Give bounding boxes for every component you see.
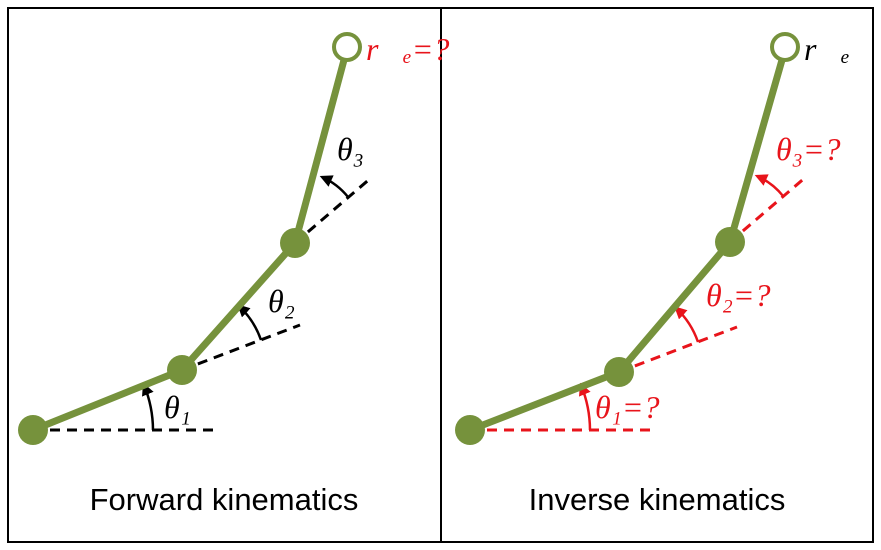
- angle-arc: [579, 382, 592, 431]
- joint: [455, 415, 485, 445]
- reference-line: [181, 323, 301, 372]
- end-effector-label: r⃗ₑ=?: [366, 31, 449, 67]
- reference-line: [618, 325, 738, 374]
- joint: [18, 415, 48, 445]
- joint-label: θ₁: [164, 389, 191, 425]
- joint-label: θ₂=?: [706, 277, 770, 313]
- angle-arc: [754, 174, 784, 197]
- caption: Inverse kinematics: [529, 482, 786, 517]
- arm-link: [466, 56, 786, 434]
- joint-label: θ₃: [337, 131, 364, 167]
- joint: [604, 357, 634, 387]
- joint-label: θ₃=?: [776, 131, 840, 167]
- joint-label: θ₂: [268, 283, 295, 319]
- angle-arc: [319, 175, 349, 198]
- end-effector: [770, 32, 800, 62]
- caption: Forward kinematics: [90, 482, 359, 517]
- angle-arc: [237, 304, 263, 341]
- joint-label: θ₁=?: [595, 389, 659, 425]
- arm-link: [29, 56, 348, 434]
- end-effector-label: r⃗ₑ: [804, 31, 850, 67]
- forward-panel: θ₁ θ₂ θ₃ r⃗ₑ=? Forward kinematics: [18, 31, 449, 517]
- joint: [280, 228, 310, 258]
- angle-arc: [142, 382, 155, 431]
- joint: [167, 355, 197, 385]
- end-effector: [332, 32, 362, 62]
- inverse-panel: θ₁=? θ₂=? θ₃=? r⃗ₑ Inverse kinematics: [455, 31, 850, 517]
- joint: [715, 227, 745, 257]
- angle-arc: [674, 306, 700, 343]
